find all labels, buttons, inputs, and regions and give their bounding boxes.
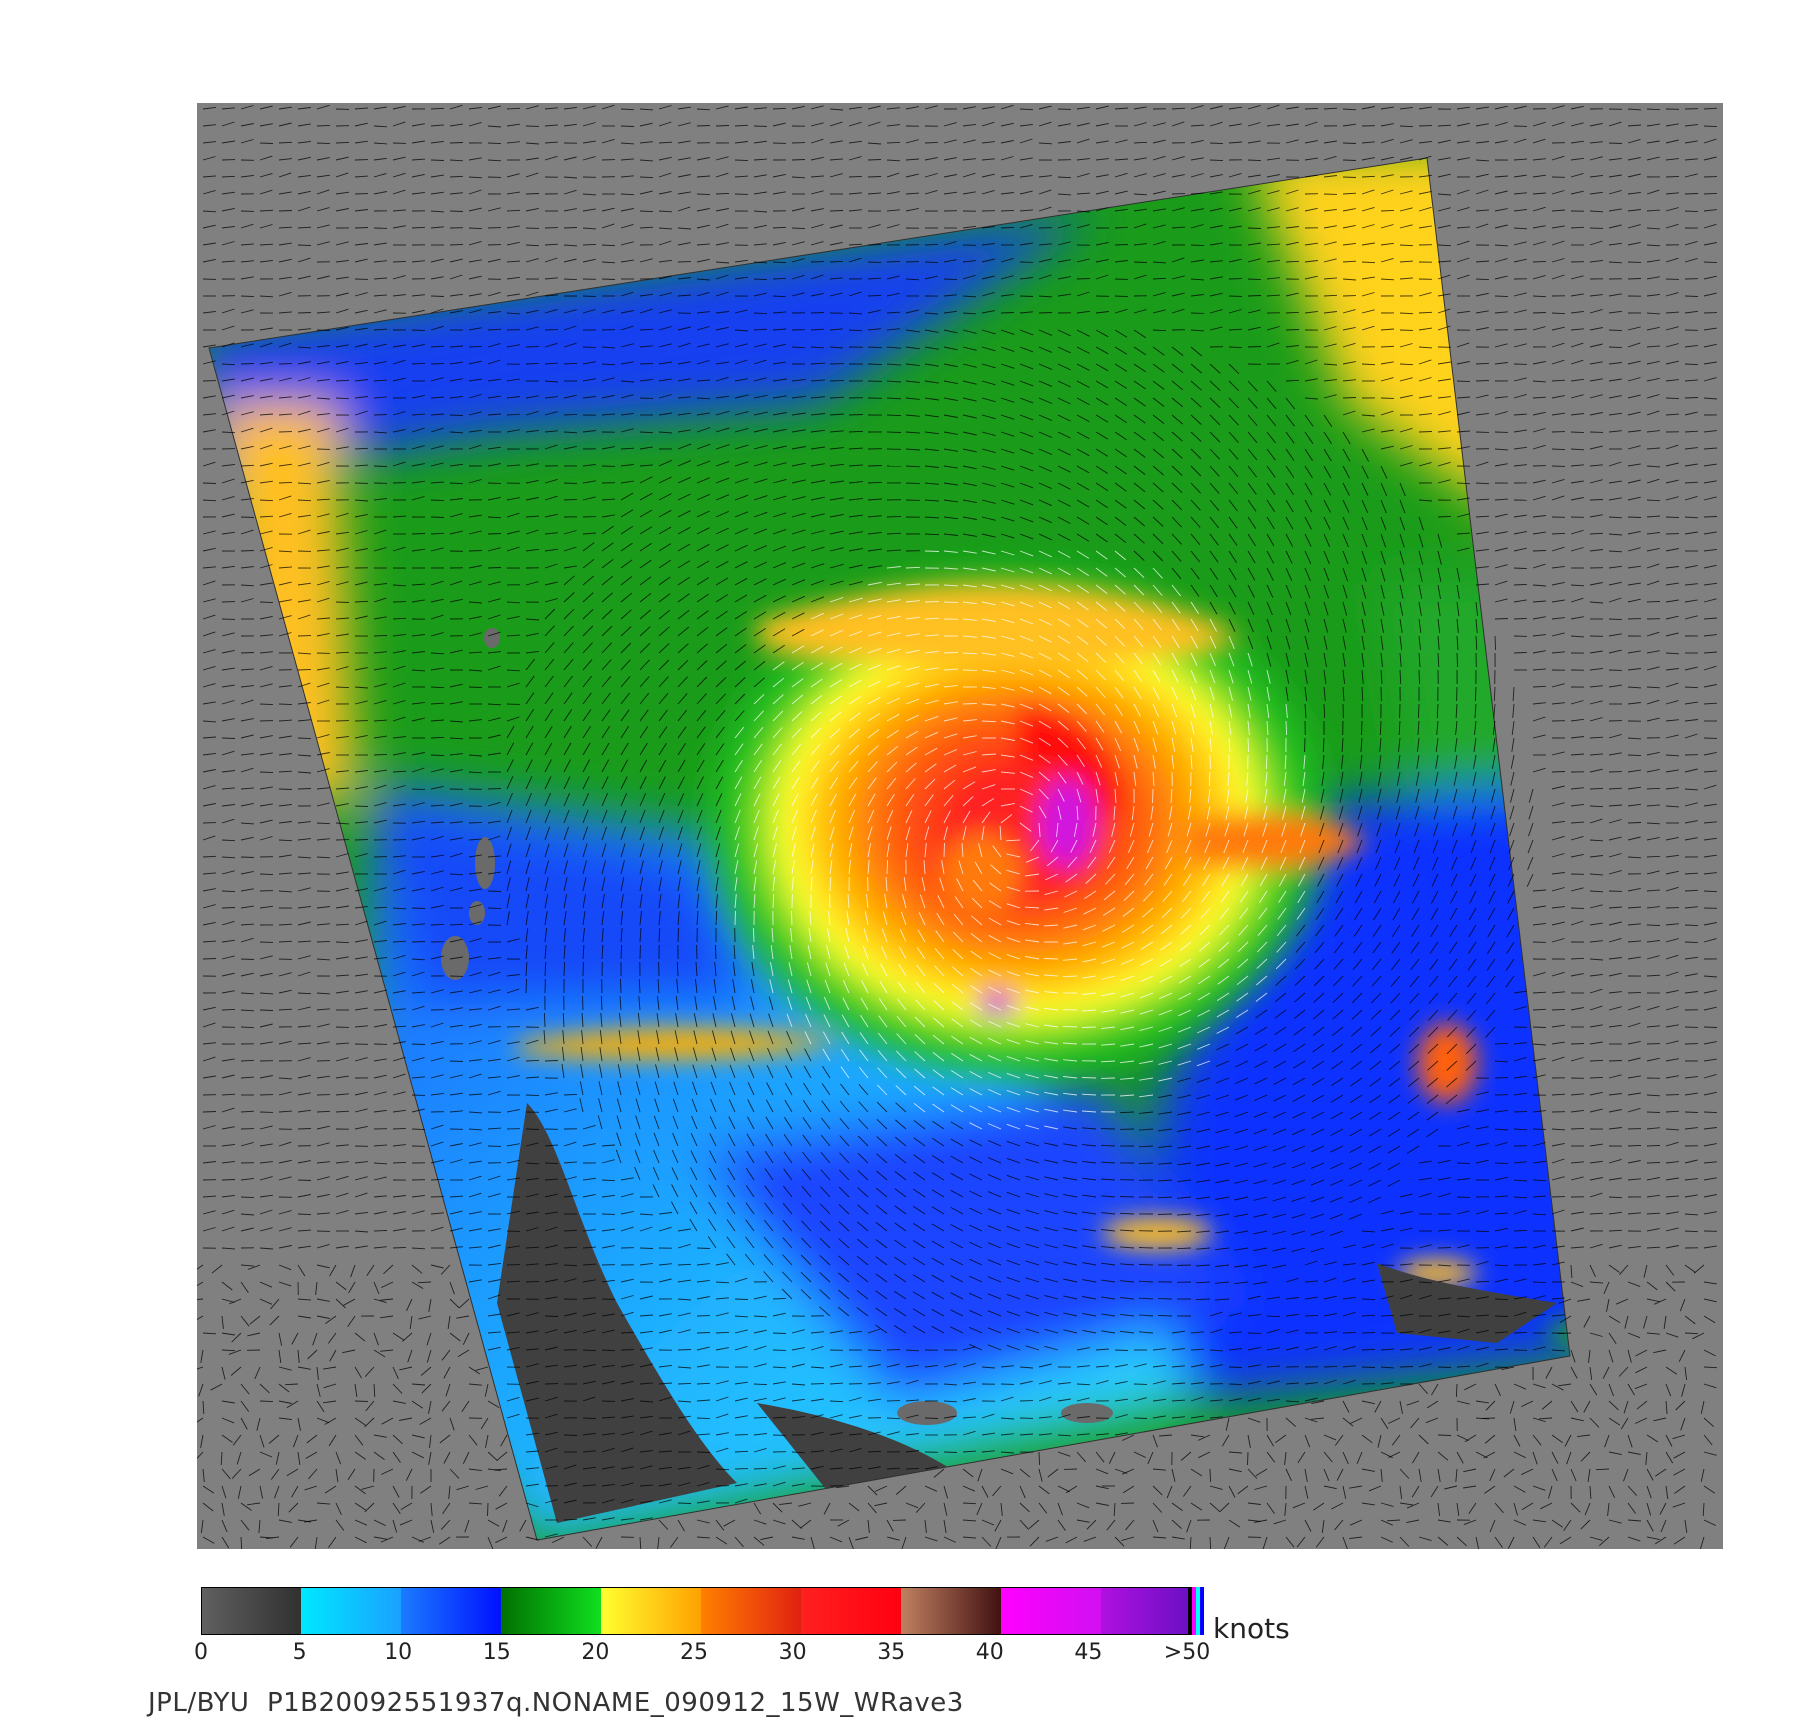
- colorbar-segment: [1101, 1587, 1202, 1635]
- colorbar-tick-label: 10: [384, 1640, 413, 1665]
- colorbar-segment: [901, 1587, 1002, 1635]
- colorbar-segment: [501, 1587, 602, 1635]
- colorbar-segment: [1001, 1587, 1102, 1635]
- colorbar-tick-label: 35: [877, 1640, 906, 1665]
- colorbar-tick-label: 40: [975, 1640, 1004, 1665]
- colorbar-tick-label: 20: [581, 1640, 610, 1665]
- colorbar-segment: [401, 1587, 502, 1635]
- colorbar-tick-label: 45: [1074, 1640, 1103, 1665]
- colorbar-segment: [601, 1587, 702, 1635]
- colorbar-tick-label: 25: [680, 1640, 708, 1665]
- colorbar-segment: [701, 1587, 802, 1635]
- colorbar-tick-label: 0: [194, 1640, 208, 1665]
- wind-map-panel: [197, 103, 1723, 1549]
- colorbar-segment: [301, 1587, 402, 1635]
- colorbar-tick-label: >50: [1163, 1640, 1211, 1665]
- data-source-caption: JPL/BYU P1B20092551937q.NONAME_090912_15…: [148, 1688, 964, 1718]
- colorbar-tick-label: 30: [778, 1640, 807, 1665]
- colorbar-overflow-swatch: [1188, 1587, 1204, 1635]
- wind-map-svg: [197, 104, 1718, 1549]
- colorbar-tick-label: 15: [482, 1640, 511, 1665]
- colorbar-segment: [201, 1587, 302, 1635]
- colorbar-gradient: [201, 1587, 1202, 1635]
- colorbar-units-label: knots: [1213, 1612, 1290, 1645]
- colorbar-tick-label: 5: [292, 1640, 307, 1665]
- colorbar-segment: [801, 1587, 902, 1635]
- wind-vector-field: [197, 104, 1718, 1549]
